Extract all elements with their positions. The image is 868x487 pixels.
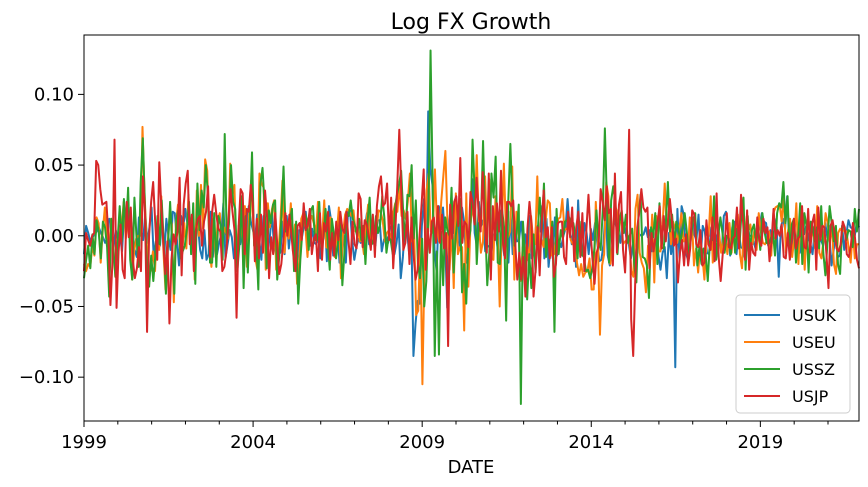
series-line-ussz: [83, 49, 860, 406]
x-axis-label: DATE: [448, 457, 495, 478]
y-axis: 0.10 0.05 0.00 −0.05 −0.10: [19, 84, 84, 388]
series-line-usjp: [83, 128, 860, 357]
x-tick-label: 1999: [61, 432, 107, 453]
legend-label-usuk: USUK: [792, 306, 837, 325]
legend-label-useu: USEU: [792, 333, 836, 352]
y-tick-label: 0.05: [34, 155, 74, 176]
x-tick-label: 2004: [230, 432, 276, 453]
x-tick-label: 2019: [737, 432, 783, 453]
y-tick-label: −0.05: [19, 296, 74, 317]
x-tick-label: 2009: [399, 432, 445, 453]
legend: USUK USEU USSZ USJP: [735, 294, 851, 414]
x-tick-label: 2014: [568, 432, 614, 453]
legend-label-ussz: USSZ: [792, 360, 835, 379]
series-layer: [83, 49, 860, 406]
legend-label-usjp: USJP: [792, 387, 829, 406]
plot-frame: [83, 34, 860, 422]
y-tick-label: −0.10: [19, 367, 74, 388]
y-tick-label: 0.00: [34, 226, 74, 247]
x-axis: 1999 2004 2009 2014 2019: [61, 421, 829, 453]
y-tick-label: 0.10: [34, 84, 74, 105]
legend-box: [735, 294, 851, 414]
chart-title: Log FX Growth: [391, 10, 552, 35]
